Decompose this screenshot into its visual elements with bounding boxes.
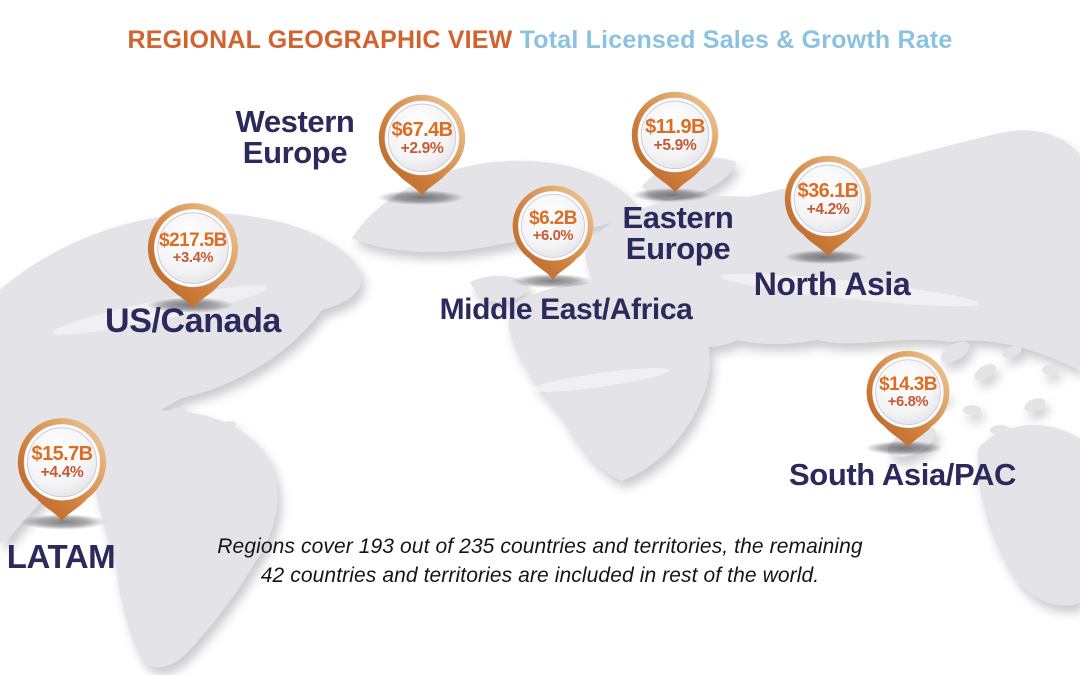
pin-latam: $15.7B +4.4%	[14, 414, 110, 524]
sales-value: $36.1B	[797, 180, 860, 203]
region-label-south-asia-pac: South Asia/PAC	[789, 457, 1016, 492]
region-label-north-asia: North Asia	[753, 266, 911, 302]
pin-value-group: $6.2B +6.0%	[509, 195, 597, 258]
title-secondary: Total Licensed Sales & Growth Rate	[519, 26, 953, 54]
map-pin-icon	[631, 91, 719, 194]
pin-value-group: $67.4B +2.9%	[375, 105, 469, 172]
pin-value-group: $11.9B +5.9%	[628, 102, 722, 169]
growth-value: +4.4%	[40, 464, 84, 482]
sales-value: $67.4B	[391, 119, 454, 142]
pin-middle-east-africa: $6.2B +6.0%	[509, 182, 597, 282]
growth-value: +6.0%	[532, 227, 574, 244]
growth-value: +2.9%	[400, 139, 444, 157]
pin-shadow-latam	[8, 512, 118, 532]
pin-shadow-middle-east-africa	[500, 272, 604, 290]
sales-value: $217.5B	[159, 230, 227, 252]
pin-us-canada: $217.5B +3.4%	[144, 199, 242, 311]
pin-shadow-eastern-europe	[621, 186, 721, 204]
map-pin-icon	[147, 203, 239, 309]
region-label-eastern-europe: Eastern Europe	[622, 200, 734, 266]
pin-shadow-south-asia-pac	[854, 439, 954, 457]
footnote-line-2: 42 countries and territories are include…	[260, 563, 820, 587]
sales-value: $6.2B	[529, 207, 577, 229]
pin-shadow-us-canada	[134, 295, 246, 315]
growth-value: +4.2%	[806, 200, 850, 218]
footnote-line-1: Regions cover 193 out of 235 countries a…	[217, 535, 863, 558]
growth-value: +5.9%	[653, 136, 697, 154]
map-pin-icon	[378, 94, 466, 197]
pin-value-group: $36.1B +4.2%	[781, 166, 875, 233]
sales-value: $11.9B	[645, 116, 705, 139]
pin-western-europe: $67.4B +2.9%	[375, 91, 469, 198]
title-primary: REGIONAL GEOGRAPHIC VIEW	[127, 26, 513, 54]
region-label-us-canada: US/Canada	[105, 302, 281, 340]
growth-value: +6.8%	[887, 393, 929, 410]
pin-eastern-europe: $11.9B +5.9%	[628, 88, 722, 195]
pin-value-group: $14.3B +6.8%	[863, 360, 953, 425]
pin-shadow-western-europe	[365, 188, 477, 207]
sales-value: $14.3B	[879, 374, 937, 396]
pin-south-asia-pac: $14.3B +6.8%	[863, 347, 953, 450]
region-label-western-europe: Western Europe	[235, 104, 355, 170]
sales-value: $15.7B	[31, 443, 94, 466]
region-label-latam: LATAM	[6, 538, 116, 575]
page-title: REGIONAL GEOGRAPHIC VIEW Total Licensed …	[0, 26, 1080, 55]
region-label-middle-east-africa: Middle East/Africa	[439, 293, 693, 326]
footnote: Regions cover 193 out of 235 countries a…	[150, 533, 930, 591]
map-pin-icon	[784, 155, 872, 258]
pin-value-group: $15.7B +4.4%	[14, 428, 110, 497]
pin-shadow-north-asia	[772, 248, 878, 266]
pin-north-asia: $36.1B +4.2%	[781, 152, 875, 259]
growth-value: +3.4%	[172, 250, 214, 266]
map-pin-icon	[17, 418, 107, 522]
map-pin-icon	[866, 350, 950, 448]
pin-value-group: $217.5B +3.4%	[144, 214, 242, 285]
map-pin-icon	[512, 185, 594, 281]
